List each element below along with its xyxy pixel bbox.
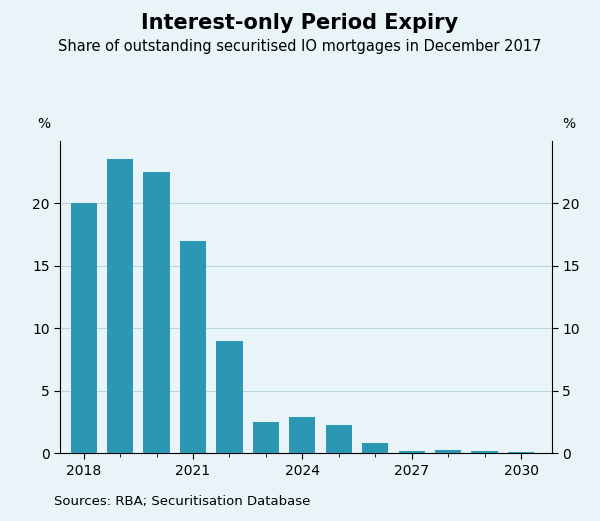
- Text: Sources: RBA; Securitisation Database: Sources: RBA; Securitisation Database: [54, 495, 310, 508]
- Bar: [107, 159, 133, 453]
- Bar: [180, 241, 206, 453]
- Bar: [217, 341, 242, 453]
- Bar: [435, 450, 461, 453]
- Bar: [472, 451, 497, 453]
- Text: Interest-only Period Expiry: Interest-only Period Expiry: [142, 13, 458, 33]
- Bar: [289, 417, 316, 453]
- Bar: [508, 452, 534, 453]
- Text: %: %: [562, 117, 575, 131]
- Text: %: %: [37, 117, 50, 131]
- Bar: [398, 451, 425, 453]
- Bar: [143, 172, 170, 453]
- Bar: [71, 203, 97, 453]
- Text: Share of outstanding securitised IO mortgages in December 2017: Share of outstanding securitised IO mort…: [58, 39, 542, 54]
- Bar: [362, 443, 388, 453]
- Bar: [326, 425, 352, 453]
- Bar: [253, 422, 279, 453]
